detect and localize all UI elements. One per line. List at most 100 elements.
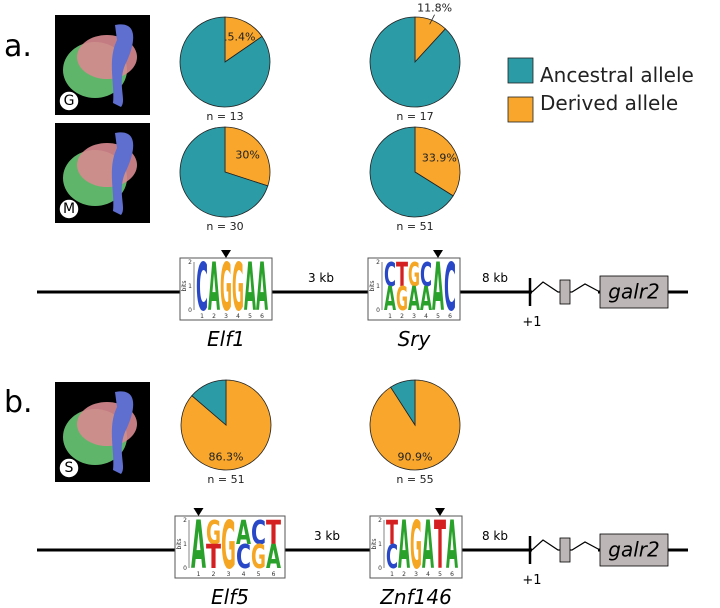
logo-tick: 1 bbox=[188, 283, 192, 290]
logo-letter: T bbox=[206, 537, 221, 576]
logo-position: 6 bbox=[448, 313, 452, 320]
logo-position: 6 bbox=[272, 571, 276, 578]
site-arrow bbox=[433, 250, 443, 258]
logo-letter: T bbox=[434, 507, 446, 584]
pie-label: 90.9% bbox=[398, 450, 433, 463]
logo-tick: 1 bbox=[378, 541, 382, 548]
pie-wedge bbox=[179, 126, 269, 218]
logo-letter: G bbox=[410, 507, 422, 584]
logo-axis-label: bits bbox=[369, 281, 376, 292]
pie-label: 11.8% bbox=[417, 2, 452, 15]
logo-position: 1 bbox=[390, 571, 394, 578]
logo-letter: G bbox=[396, 279, 408, 318]
logo-position: 3 bbox=[227, 571, 231, 578]
sample-letter: S bbox=[65, 460, 74, 476]
logo-letter: A bbox=[446, 507, 458, 584]
pie-label: 15.4% bbox=[221, 30, 256, 43]
logo-box bbox=[367, 257, 461, 321]
logo-letter: T bbox=[396, 255, 408, 294]
logo-tick: 0 bbox=[378, 565, 382, 572]
logo-letter: A bbox=[432, 249, 444, 326]
logo-position: 1 bbox=[388, 313, 392, 320]
sample-letter: G bbox=[64, 93, 75, 109]
logo-position: 3 bbox=[414, 571, 418, 578]
logo-position: 3 bbox=[224, 313, 228, 320]
sample-size: n = 55 bbox=[396, 473, 433, 486]
logo-letter: A bbox=[208, 249, 220, 326]
pie-wedge bbox=[369, 126, 454, 218]
logo-letter: A bbox=[398, 507, 410, 584]
sample-letter: M bbox=[63, 201, 75, 217]
sample-size: n = 51 bbox=[396, 220, 433, 233]
gene-box bbox=[599, 533, 669, 567]
panel-label: a. bbox=[4, 29, 32, 64]
exon bbox=[559, 537, 571, 563]
logo-position: 6 bbox=[260, 313, 264, 320]
distance-label: 3 kb bbox=[314, 529, 340, 543]
tss-label: +1 bbox=[522, 573, 541, 588]
pie-wedge bbox=[369, 16, 461, 108]
logo-box bbox=[369, 515, 463, 579]
logo-letter: G bbox=[408, 255, 420, 294]
logo-tick: 0 bbox=[183, 565, 187, 572]
sample-badge bbox=[58, 90, 80, 112]
distance-label: 8 kb bbox=[482, 271, 508, 285]
legend-swatch bbox=[507, 96, 534, 123]
logo-position: 5 bbox=[438, 571, 442, 578]
specimen-part bbox=[111, 24, 134, 108]
gene-name: galr2 bbox=[608, 280, 659, 304]
logo-letter: G bbox=[221, 507, 236, 584]
tss-label: +1 bbox=[522, 315, 541, 330]
logo-position: 2 bbox=[212, 571, 216, 578]
logo-tick: 2 bbox=[188, 259, 192, 266]
logo-letter: A bbox=[244, 249, 256, 326]
pie-wedge bbox=[180, 379, 272, 471]
logo-tick: 0 bbox=[376, 307, 380, 314]
logo-letter: C bbox=[251, 513, 266, 552]
panel-label: b. bbox=[4, 385, 33, 420]
logo-letter: A bbox=[384, 279, 396, 318]
site-arrow bbox=[435, 508, 445, 516]
sample-size: n = 51 bbox=[207, 473, 244, 486]
logo-box bbox=[179, 257, 273, 321]
logo-position: 5 bbox=[257, 571, 261, 578]
logo-letter: C bbox=[386, 537, 398, 576]
logo-position: 6 bbox=[450, 571, 454, 578]
exon bbox=[559, 279, 571, 305]
distance-label: 3 kb bbox=[308, 271, 334, 285]
logo-position: 1 bbox=[197, 571, 201, 578]
logo-letter: A bbox=[266, 537, 281, 576]
sample-size: n = 13 bbox=[206, 110, 243, 123]
logo-position: 2 bbox=[400, 313, 404, 320]
logo-letter: G bbox=[251, 537, 266, 576]
logo-letter: C bbox=[384, 255, 396, 294]
specimen-part bbox=[111, 132, 134, 215]
legend-label: Derived allele bbox=[540, 91, 678, 115]
logo-position: 4 bbox=[426, 571, 430, 578]
gene-name: galr2 bbox=[608, 538, 659, 562]
logo-position: 2 bbox=[402, 571, 406, 578]
logo-axis-label: bits bbox=[176, 539, 183, 550]
pie-wedge bbox=[191, 379, 227, 426]
logo-letter: A bbox=[408, 279, 420, 318]
logo-tick: 2 bbox=[376, 259, 380, 266]
site-arrow bbox=[193, 508, 204, 516]
logo-letter: G bbox=[220, 249, 232, 326]
logo-letter: T bbox=[386, 513, 398, 552]
pie-label: 33.9% bbox=[422, 151, 457, 164]
logo-letter: T bbox=[266, 513, 281, 552]
legend-swatch bbox=[507, 57, 534, 84]
logo-letter: A bbox=[256, 249, 268, 326]
site-arrow bbox=[221, 250, 231, 258]
logo-position: 4 bbox=[424, 313, 428, 320]
logo-position: 2 bbox=[212, 313, 216, 320]
logo-letter: C bbox=[196, 249, 208, 326]
distance-label: 8 kb bbox=[482, 529, 508, 543]
sample-badge bbox=[58, 457, 80, 479]
logo-letter: G bbox=[206, 513, 221, 552]
motif-name: Sry bbox=[398, 327, 432, 351]
pie-wedge bbox=[179, 16, 271, 108]
logo-letter: G bbox=[232, 249, 244, 326]
logo-position: 5 bbox=[436, 313, 440, 320]
